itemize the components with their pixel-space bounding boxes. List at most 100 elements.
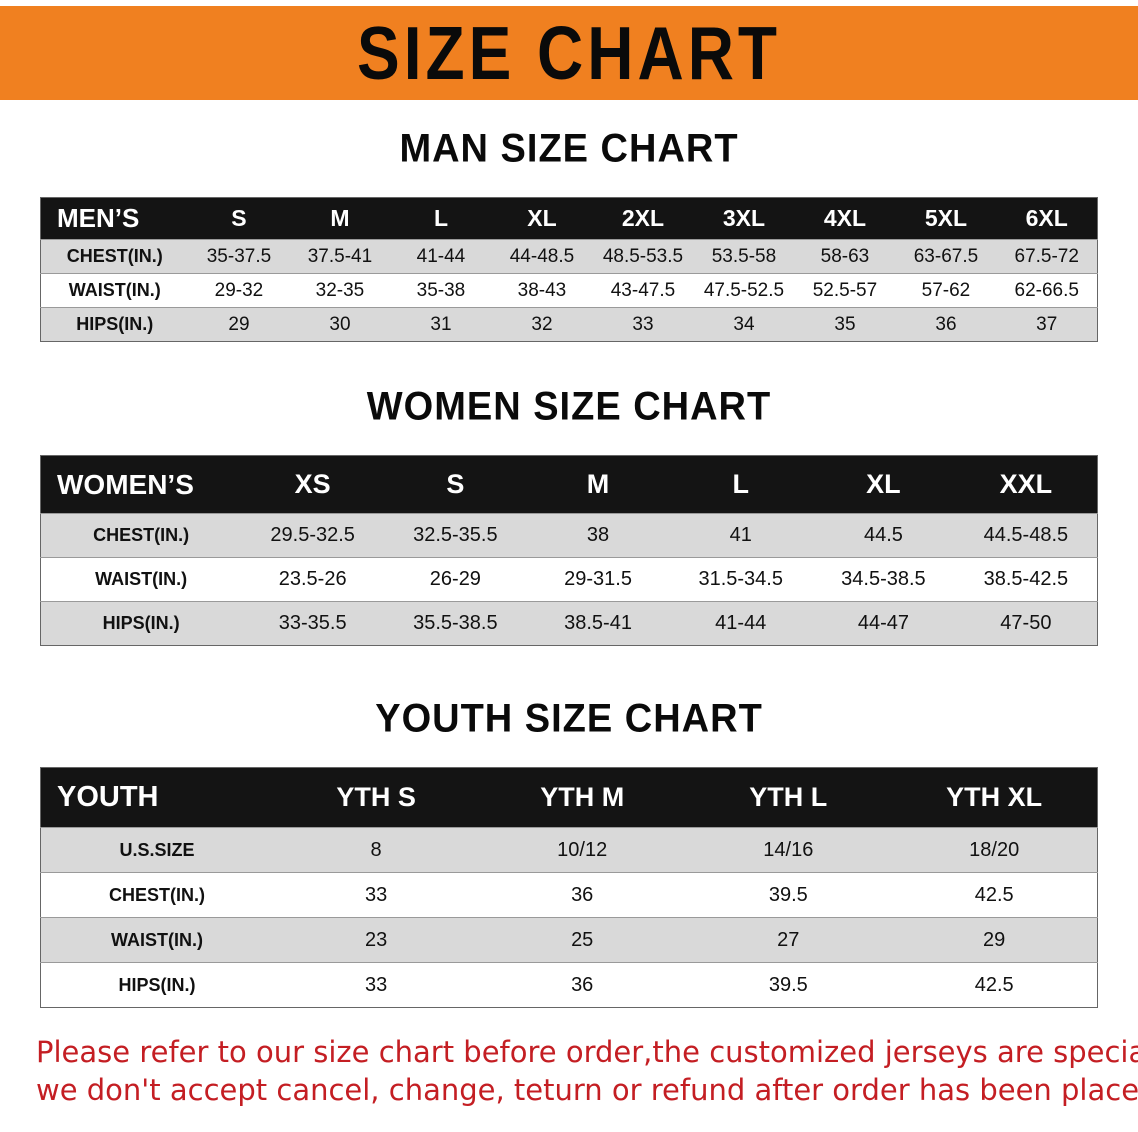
women-size-table: WOMEN’S XS S M L XL XXL CHEST(IN.) 29.5-32.5 32.5… [40,455,1098,646]
row-label-cell: HIPS(IN.) [118,974,196,995]
value-cell: 35-38 [416,279,466,301]
women-size-chart-section: WOMEN SIZE CHART WOMEN’S XS S M L XL XXL CHEST(… [0,384,1138,646]
value-cell: 31.5-34.5 [698,568,783,590]
row-label-cell: CHEST(IN.) [66,246,163,266]
page-title: SIZE CHART [357,10,781,96]
value-cell: 36 [571,973,594,996]
youth-size-chart-section: YOUTH SIZE CHART YOUTH YTH S YTH M YTH L YTH… [0,697,1138,1008]
value-cell: 44.5 [863,524,903,546]
value-cell: 41-44 [715,612,767,634]
table-row: WAIST(IN.) 23 25 27 29 [40,917,1098,963]
value-cell: 58-63 [820,245,870,267]
value-cell: 33-35.5 [278,612,347,634]
table-row: WAIST(IN.) 29-32 32-35 35-38 38-43 43-47.5 47.… [40,273,1098,308]
value-cell: 38.5-41 [564,612,632,634]
men-size-chart-section: MAN SIZE CHART MEN’S S M L XL 2XL 3XL 4XL 5XL 6XL… [0,126,1138,342]
value-cell: 44-48.5 [509,245,575,267]
value-cell: 57-62 [921,279,971,301]
value-cell: 44.5-48.5 [983,524,1069,546]
disclaimer-line-1: Please refer to our size chart before or… [36,1035,1138,1069]
value-cell: 34.5-38.5 [841,568,926,590]
row-label-cell: HIPS(IN.) [76,314,154,334]
size-header-cell: M [526,455,670,514]
value-cell: 67.5-72 [1014,245,1079,267]
table-header-row: MEN’S S M L XL 2XL 3XL 4XL 5XL 6XL [40,197,1098,240]
value-cell: 47.5-52.5 [703,279,785,301]
table-row: CHEST(IN.) 29.5-32.5 32.5-35.5 38 41 44.5 44.5… [40,513,1098,558]
value-cell: 32.5-35.5 [413,524,498,546]
value-cell: 14/16 [763,838,814,861]
row-label-cell: WAIST(IN.) [111,929,204,950]
disclaimer-note: Please refer to our size chart before or… [36,1034,1138,1109]
value-cell: 63-67.5 [913,245,979,267]
value-cell: 29 [228,313,250,335]
value-cell: 39.5 [768,883,808,906]
value-cell: 41-44 [416,245,466,267]
banner: SIZE CHART [0,6,1138,100]
value-cell: 48.5-53.5 [602,245,684,267]
value-cell: 36 [571,883,594,906]
value-cell: 18/20 [969,838,1020,861]
size-header-cell: 3XL [693,197,795,240]
table-row: CHEST(IN.) 35-37.5 37.5-41 41-44 44-48.5 48.5… [40,239,1098,274]
women-size-chart-heading: WOMEN SIZE CHART [366,384,772,430]
value-cell: 29 [983,928,1006,951]
table-row: HIPS(IN.) 33-35.5 35.5-38.5 38.5-41 41-44 44-… [40,601,1098,646]
value-cell: 27 [777,928,800,951]
value-cell: 41 [729,524,752,546]
value-cell: 23.5-26 [278,568,347,590]
value-cell: 10/12 [557,838,608,861]
size-header-cell: YTH S [273,767,480,828]
value-cell: 47-50 [1000,612,1052,634]
value-cell: 53.5-58 [711,245,777,267]
size-header-cell: 6XL [996,197,1098,240]
value-cell: 34 [733,313,755,335]
size-header-cell: YTH XL [891,767,1098,828]
table-title-cell: WOMEN’S [40,455,242,514]
size-header-cell: YTH L [685,767,892,828]
size-header-cell: XL [812,455,955,514]
men-size-chart-heading: MAN SIZE CHART [399,126,739,172]
row-label-cell: HIPS(IN.) [102,613,180,633]
value-cell: 32-35 [315,279,365,301]
size-header-cell: 4XL [794,197,896,240]
value-cell: 29-31.5 [564,568,632,590]
value-cell: 52.5-57 [812,279,878,301]
size-header-cell: XS [241,455,385,514]
value-cell: 38.5-42.5 [983,568,1069,590]
value-cell: 23 [364,928,388,951]
row-label-cell: CHEST(IN.) [93,525,190,545]
table-title-cell: MEN’S [40,197,189,240]
value-cell: 42.5 [974,883,1014,906]
youth-size-table: YOUTH YTH S YTH M YTH L YTH XL U.S.SIZE 8 10/12… [40,767,1098,1008]
size-header-cell: XXL [954,455,1098,514]
value-cell: 43-47.5 [610,279,676,301]
value-cell: 36 [935,313,957,335]
value-cell: 37.5-41 [307,245,373,267]
value-cell: 38-43 [517,279,567,301]
value-cell: 39.5 [768,973,808,996]
value-cell: 30 [329,313,351,335]
row-label-cell: U.S.SIZE [119,839,195,860]
table-row: HIPS(IN.) 29 30 31 32 33 34 35 36 37 [40,307,1098,342]
size-header-cell: 5XL [895,197,997,240]
row-label-cell: WAIST(IN.) [68,280,161,300]
value-cell: 35.5-38.5 [413,612,498,634]
size-header-cell: S [384,455,527,514]
size-header-cell: L [390,197,492,240]
row-label-cell: WAIST(IN.) [95,569,188,589]
size-header-cell: M [289,197,391,240]
table-header-row: WOMEN’S XS S M L XL XXL [40,455,1098,514]
value-cell: 33 [632,313,654,335]
size-header-cell: YTH M [479,767,686,828]
men-size-table: MEN’S S M L XL 2XL 3XL 4XL 5XL 6XL CHEST(IN.) 35-37… [40,197,1098,342]
value-cell: 26-29 [429,568,481,590]
value-cell: 44-47 [857,612,909,634]
value-cell: 8 [370,838,382,861]
size-header-cell: 2XL [592,197,694,240]
value-cell: 42.5 [974,973,1014,996]
size-header-cell: XL [491,197,593,240]
value-cell: 32 [531,313,553,335]
value-cell: 33 [364,883,388,906]
